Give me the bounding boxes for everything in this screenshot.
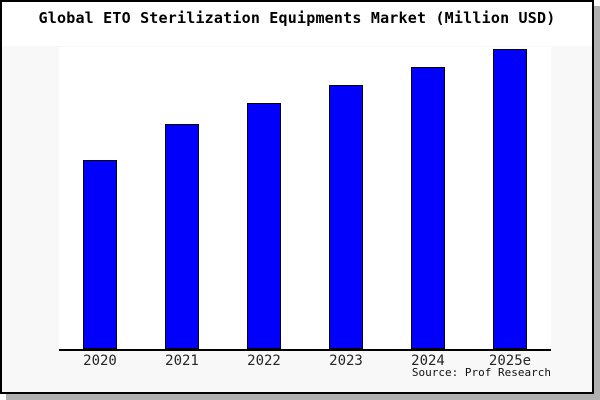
chart-window: Global ETO Sterilization Equipments Mark…	[0, 0, 594, 394]
x-tick-label-2020: 2020	[83, 353, 117, 369]
title-band: Global ETO Sterilization Equipments Mark…	[2, 2, 592, 46]
bar-2021	[165, 124, 199, 349]
bar-2023	[329, 85, 363, 349]
source-credit: Source: Prof Research	[411, 366, 551, 379]
x-tick-label-2022: 2022	[247, 353, 281, 369]
bar-2025e	[493, 49, 527, 349]
bar-2022	[247, 103, 281, 349]
x-tick-label-2025e: 2025e	[488, 353, 532, 369]
x-tick-label-2023: 2023	[329, 353, 363, 369]
x-tick-label-2021: 2021	[165, 353, 199, 369]
chart-title: Global ETO Sterilization Equipments Mark…	[38, 9, 556, 27]
plot-area	[59, 47, 551, 351]
x-tick-label-2024: 2024	[411, 353, 445, 369]
bar-2020	[83, 160, 117, 349]
bar-2024	[411, 67, 445, 349]
x-axis-labels: 2020 2021 2022 2023 2024 2025e	[2, 353, 592, 369]
